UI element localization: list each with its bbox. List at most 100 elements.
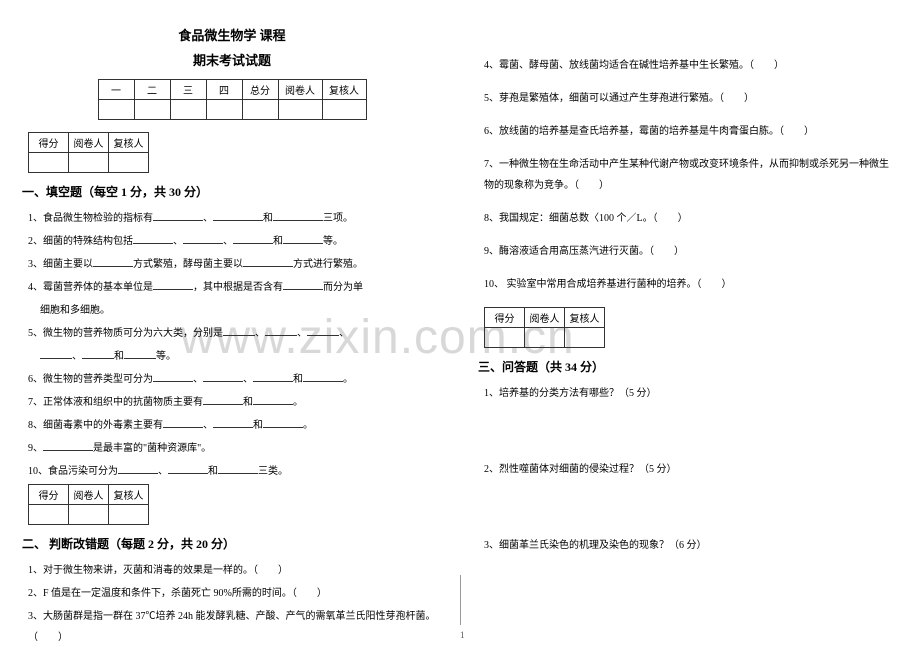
cell: [98, 100, 134, 120]
blank: [82, 348, 114, 359]
s1-q4: 4、霉菌营养体的基本单位是，其中根据是否含有而分为单: [22, 277, 442, 298]
col-header: 三: [170, 80, 206, 100]
blank: [273, 210, 323, 221]
left-column: 食品微生物学 课程 期末考试试题 一 二 三 四 总分 阅卷人 复核人 得分 阅…: [0, 0, 460, 650]
text: 和: [208, 466, 218, 477]
cell: [69, 505, 109, 525]
section-3-title: 三、问答题（共 34 分）: [478, 358, 898, 375]
text: 和: [253, 420, 263, 431]
blank: [40, 348, 72, 359]
text: 、: [193, 374, 203, 385]
text: 方式进行繁殖。: [293, 259, 363, 270]
col-header: 二: [134, 80, 170, 100]
s1-q6: 6、微生物的营养类型可分为、、和。: [22, 369, 442, 390]
col-header: 复核人: [322, 80, 366, 100]
text: 三项。: [323, 213, 353, 224]
s1-q1: 1、食品微生物检验的指标有 、 和 三项。: [22, 208, 442, 229]
text: 9、: [28, 443, 43, 454]
col-header: 总分: [242, 80, 278, 100]
s3-q2: 2、烈性噬菌体对细菌的侵染过程？（5 分）: [478, 459, 898, 480]
text: 和: [263, 213, 273, 224]
col-header: 阅卷人: [69, 133, 109, 153]
blank: [283, 233, 323, 244]
mini-score-table-2: 得分 阅卷人 复核人: [28, 484, 149, 525]
text: 、: [255, 328, 265, 339]
text: 等。: [323, 236, 343, 247]
text: 1、食品微生物检验的指标有: [28, 213, 153, 224]
blank: [218, 463, 258, 474]
blank: [307, 325, 339, 336]
text: 和: [293, 374, 303, 385]
text: 7、正常体液和组织中的抗菌物质主要有: [28, 397, 203, 408]
text: 8、细菌毒素中的外毒素主要有: [28, 420, 163, 431]
text: 5、微生物的营养物质可分为六大类，分别是: [28, 328, 223, 339]
s1-q5-cont: 、 和 等。: [22, 346, 442, 367]
cell: [134, 100, 170, 120]
s2-q1: 1、对于微生物来讲，灭菌和消毒的效果是一样的。（ ）: [22, 560, 442, 581]
blank: [153, 210, 203, 221]
s2-q8: 8、我国规定：细菌总数〈100 个／L。（ ）: [478, 208, 898, 229]
text: 、: [203, 420, 213, 431]
blank: [223, 325, 255, 336]
text: 、: [72, 351, 82, 362]
blank: [153, 371, 193, 382]
text: 三类。: [258, 466, 288, 477]
s2-q9: 9、酶溶液适合用高压蒸汽进行灭菌。（ ）: [478, 241, 898, 262]
text: 。: [343, 374, 353, 385]
s2-q10: 10、 实验室中常用合成培养基进行菌种的培养。（ ）: [478, 274, 898, 295]
cell: [322, 100, 366, 120]
text: 。: [303, 420, 313, 431]
text: 3、细菌主要以: [28, 259, 93, 270]
cell: [206, 100, 242, 120]
s1-q8: 8、细菌毒素中的外毒素主要有 、 和 。: [22, 415, 442, 436]
blank: [213, 210, 263, 221]
exam-title: 期末考试试题: [22, 50, 442, 69]
s3-q3: 3、细菌革兰氏染色的机理及染色的现象？（6 分）: [478, 535, 898, 556]
s2-q7: 7、一种微生物在生命活动中产生某种代谢产物或改变环境条件，从而抑制或杀死另一种微…: [478, 154, 898, 196]
blank: [203, 371, 243, 382]
text: 4、霉菌营养体的基本单位是: [28, 282, 153, 293]
s2-q3: 3、大肠菌群是指一群在 37℃培养 24h 能发酵乳糖、产酸、产气的需氧革兰氏阳…: [22, 606, 442, 648]
s2-q4: 4、霉菌、酵母菌、放线菌均适合在碱性培养基中生长繁殖。（ ）: [478, 55, 898, 76]
text: 和: [114, 351, 124, 362]
text: 、: [203, 213, 213, 224]
blank: [265, 325, 297, 336]
cell: [525, 328, 565, 348]
blank: [243, 256, 293, 267]
text: 、: [173, 236, 183, 247]
col-header: 阅卷人: [69, 485, 109, 505]
s2-q2: 2、F 值是在一定温度和条件下，杀菌死亡 90%所需的时间。（ ）: [22, 583, 442, 604]
s1-q4-cont: 细胞和多细胞。: [22, 300, 442, 321]
col-header: 复核人: [109, 133, 149, 153]
blank: [233, 233, 273, 244]
blank: [93, 256, 133, 267]
text: 和: [273, 236, 283, 247]
s2-q6: 6、放线菌的培养基是查氏培养基，霉菌的培养基是牛肉膏蛋白胨。（ ）: [478, 121, 898, 142]
s1-q5: 5、微生物的营养物质可分为六大类，分别是、、、: [22, 323, 442, 344]
blank: [203, 394, 243, 405]
blank: [118, 463, 158, 474]
blank: [133, 233, 173, 244]
cell: [170, 100, 206, 120]
text: 10、食品污染可分为: [28, 466, 118, 477]
blank: [168, 463, 208, 474]
s2-q5: 5、芽孢是繁殖体，细菌可以通过产生芽孢进行繁殖。（ ）: [478, 88, 898, 109]
s1-q9: 9、是最丰富的"菌种资源库"。: [22, 438, 442, 459]
cell: [29, 153, 69, 173]
cell: [109, 505, 149, 525]
section-1-title: 一、填空题（每空 1 分，共 30 分）: [22, 183, 442, 200]
blank: [43, 440, 93, 451]
text: 、: [223, 236, 233, 247]
text: 2、细菌的特殊结构包括: [28, 236, 133, 247]
cell: [485, 328, 525, 348]
text: 方式繁殖，酵母菌主要以: [133, 259, 243, 270]
text: 等。: [156, 351, 176, 362]
blank: [213, 417, 253, 428]
blank: [163, 417, 203, 428]
section-2-title: 二、 判断改错题（每题 2 分，共 20 分）: [22, 535, 442, 552]
blank: [124, 348, 156, 359]
text: ，其中根据是否含有: [193, 282, 283, 293]
course-title: 食品微生物学 课程: [22, 25, 442, 44]
mini-score-table-3: 得分 阅卷人 复核人: [484, 307, 605, 348]
text: 、: [339, 328, 349, 339]
